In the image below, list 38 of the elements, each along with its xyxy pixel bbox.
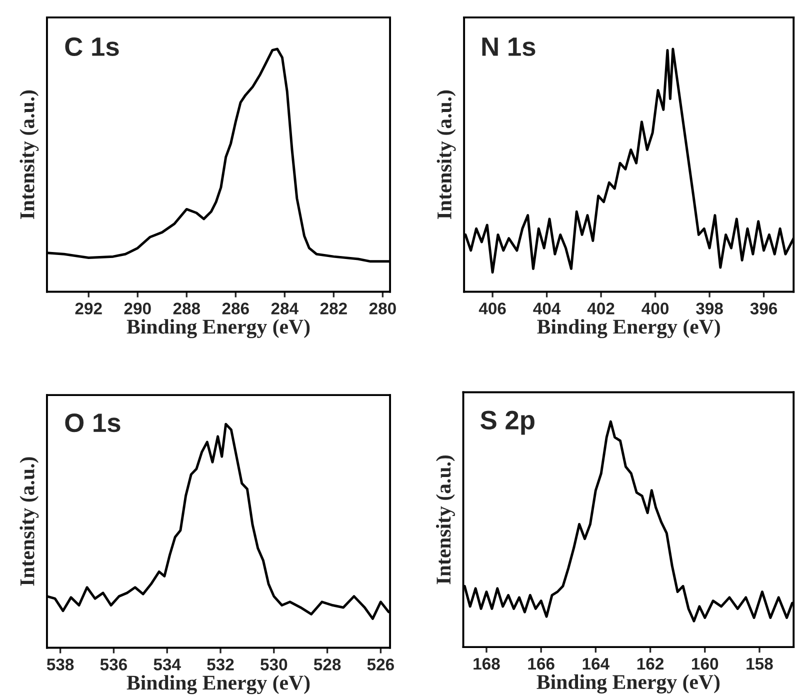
x-tick-label: 168 bbox=[474, 658, 500, 670]
x-tick-label: 406 bbox=[478, 302, 506, 314]
x-tick-label: 532 bbox=[207, 658, 234, 670]
x-tick-label: 534 bbox=[154, 658, 181, 670]
x-axis-title: Binding Energy (eV) bbox=[126, 675, 310, 694]
x-tick-label: 166 bbox=[528, 658, 554, 670]
x-tick-label: 396 bbox=[750, 302, 778, 314]
x-tick-label: 162 bbox=[637, 658, 664, 670]
chart-title: N 1s bbox=[482, 38, 536, 56]
x-tick-label: 280 bbox=[369, 302, 396, 314]
x-tick-label: 398 bbox=[696, 302, 723, 314]
x-tick-label: 286 bbox=[222, 302, 249, 314]
x-axis-title: Binding Energy (eV) bbox=[537, 319, 720, 338]
y-axis-title: Intensity (a.u.) bbox=[436, 455, 455, 584]
x-axis-title: Binding Energy (eV) bbox=[536, 674, 720, 694]
chart-title: S 2p bbox=[480, 410, 534, 435]
x-tick-label: 528 bbox=[314, 658, 341, 670]
x-tick-label: 288 bbox=[173, 302, 200, 314]
x-tick-label: 160 bbox=[692, 658, 718, 670]
x-axis-title: Binding Energy (eV) bbox=[126, 319, 310, 338]
x-tick-label: 526 bbox=[367, 658, 394, 670]
x-tick-label: 530 bbox=[260, 658, 288, 670]
x-tick-label: 282 bbox=[320, 302, 347, 314]
chart-title: O 1s bbox=[65, 413, 120, 432]
x-tick-label: 400 bbox=[642, 302, 669, 314]
x-tick-label: 402 bbox=[587, 302, 614, 314]
chart-title: C 1s bbox=[65, 37, 119, 56]
x-tick-label: 538 bbox=[46, 658, 74, 670]
y-axis-title: Intensity (a.u.) bbox=[436, 90, 456, 220]
y-axis-title: Intensity (a.u.) bbox=[20, 90, 39, 220]
x-tick-label: 290 bbox=[124, 302, 151, 314]
x-tick-label: 404 bbox=[533, 302, 561, 314]
x-tick-label: 536 bbox=[100, 658, 128, 670]
y-axis-title: Intensity (a.u.) bbox=[20, 457, 39, 586]
x-tick-label: 284 bbox=[271, 302, 298, 314]
x-tick-label: 292 bbox=[75, 302, 102, 314]
x-tick-label: 164 bbox=[582, 658, 610, 670]
x-tick-label: 158 bbox=[746, 658, 773, 670]
